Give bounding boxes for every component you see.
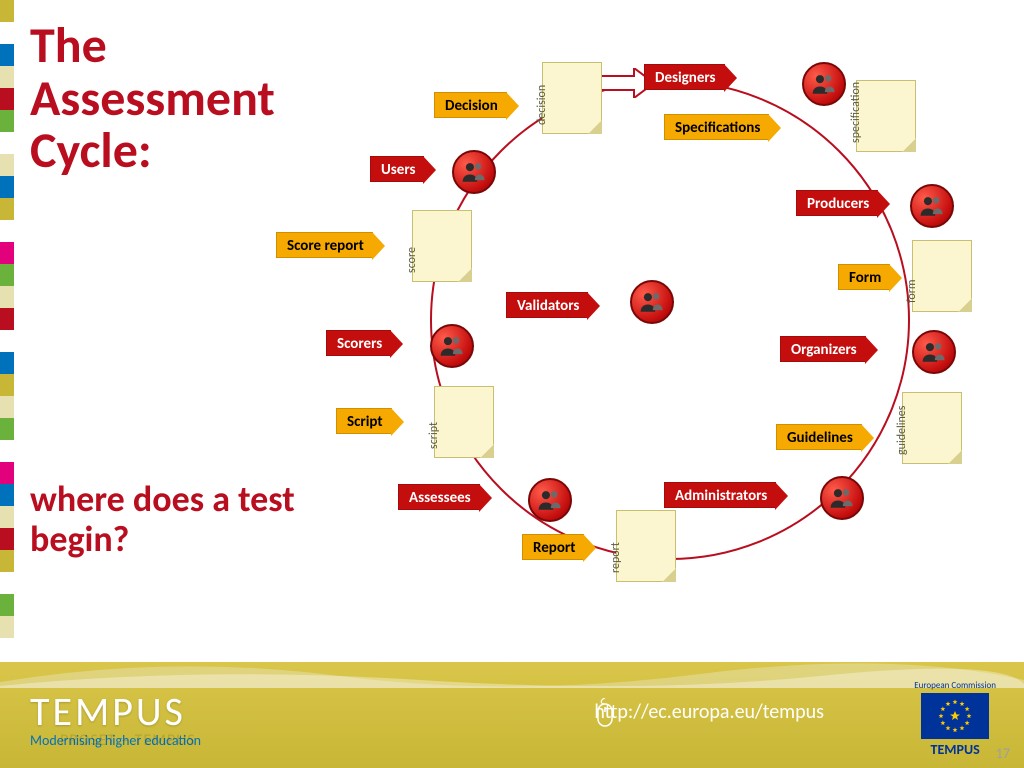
scorers-role-label: Scorers	[337, 335, 382, 353]
users-document: decision	[542, 62, 602, 134]
page-title: The Assessment Cycle:	[30, 20, 350, 178]
scorers-doc-tag: Score report	[276, 232, 373, 258]
organizers-role-tag: Organizers	[780, 336, 866, 362]
assessees-role-tag: Assessees	[398, 484, 480, 510]
producers-document-label: form	[905, 279, 919, 303]
strip-segment	[0, 286, 14, 308]
organizers-document-label: guidelines	[895, 406, 909, 455]
strip-segment	[0, 308, 14, 330]
users-role-icon	[452, 150, 496, 194]
strip-segment	[0, 44, 14, 66]
assessees-role-label: Assessees	[409, 489, 471, 507]
watermark: PROSET – TEMPUS	[60, 731, 196, 750]
designers-role-tag: Designers	[644, 64, 725, 90]
ec-bottom-label: TEMPUS	[914, 741, 996, 758]
page-number: 17	[996, 745, 1010, 762]
assessees-role-icon	[528, 478, 572, 522]
strip-segment	[0, 88, 14, 110]
strip-segment	[0, 176, 14, 198]
producers-document: form	[912, 240, 972, 312]
strip-segment	[0, 374, 14, 396]
users-role-tag: Users	[370, 156, 424, 182]
strip-segment	[0, 0, 14, 22]
slide: The Assessment Cycle: where does a test …	[0, 0, 1024, 768]
assessees-doc-tag: Script	[336, 408, 392, 434]
scorers-role-icon	[430, 324, 474, 368]
administrators-role-icon	[820, 476, 864, 520]
strip-segment	[0, 572, 14, 594]
footer-ec-block: European Commission TEMPUS	[914, 680, 996, 758]
strip-segment	[0, 462, 14, 484]
page-subtitle: where does a test begin?	[30, 480, 330, 559]
strip-segment	[0, 528, 14, 550]
strip-segment	[0, 396, 14, 418]
users-document-label: decision	[535, 85, 549, 125]
designers-doc-tag: Specifications	[664, 114, 769, 140]
footer-url: http://ec.europa.eu/tempus	[594, 700, 824, 724]
designers-document: specification	[856, 80, 916, 152]
organizers-document: guidelines	[902, 392, 962, 464]
strip-segment	[0, 132, 14, 154]
strip-segment	[0, 550, 14, 572]
strip-segment	[0, 484, 14, 506]
designers-role-icon	[802, 62, 846, 106]
producers-role-label: Producers	[807, 195, 869, 213]
strip-segment	[0, 352, 14, 374]
validators-label: Validators	[517, 297, 579, 315]
footer-wave	[0, 662, 1024, 688]
strip-segment	[0, 66, 14, 88]
administrators-document: report	[616, 510, 676, 582]
users-role-label: Users	[381, 161, 415, 179]
organizers-doc-tag-label: Guidelines	[787, 429, 853, 447]
strip-segment	[0, 616, 14, 638]
scorers-doc-tag-label: Score report	[287, 237, 364, 255]
footer-brand: TEMPUS	[30, 687, 201, 736]
validators-tag: Validators	[506, 292, 588, 318]
strip-segment	[0, 330, 14, 352]
administrators-document-label: report	[609, 542, 623, 573]
organizers-role-label: Organizers	[791, 341, 857, 359]
footer: TEMPUS Modernising higher education http…	[0, 662, 1024, 768]
ec-top-label: European Commission	[914, 680, 996, 691]
strip-segment	[0, 22, 14, 44]
administrators-role-tag: Administrators	[664, 482, 776, 508]
validators-role-icon	[630, 280, 674, 324]
scorers-role-tag: Scorers	[326, 330, 391, 356]
strip-segment	[0, 506, 14, 528]
designers-role-label: Designers	[655, 69, 716, 87]
producers-doc-tag-label: Form	[849, 269, 881, 287]
strip-segment	[0, 198, 14, 220]
assessees-document: script	[434, 386, 494, 458]
strip-segment	[0, 418, 14, 440]
organizers-doc-tag: Guidelines	[776, 424, 862, 450]
strip-segment	[0, 264, 14, 286]
users-doc-tag: Decision	[434, 92, 507, 118]
strip-segment	[0, 440, 14, 462]
producers-role-tag: Producers	[796, 190, 878, 216]
producers-doc-tag: Form	[838, 264, 890, 290]
assessees-document-label: script	[427, 422, 441, 449]
strip-segment	[0, 594, 14, 616]
left-color-strip	[0, 0, 14, 638]
users-doc-tag-label: Decision	[445, 97, 498, 115]
organizers-role-icon	[912, 330, 956, 374]
scorers-document: score	[412, 210, 472, 282]
designers-doc-tag-label: Specifications	[675, 119, 760, 137]
producers-role-icon	[910, 184, 954, 228]
designers-document-label: specification	[849, 82, 863, 143]
administrators-doc-tag-label: Report	[533, 539, 575, 557]
strip-segment	[0, 220, 14, 242]
assessees-doc-tag-label: Script	[347, 413, 383, 431]
administrators-role-label: Administrators	[675, 487, 767, 505]
strip-segment	[0, 154, 14, 176]
eu-flag-icon	[921, 693, 989, 739]
scorers-document-label: score	[405, 247, 419, 273]
administrators-doc-tag: Report	[522, 534, 584, 560]
strip-segment	[0, 242, 14, 264]
strip-segment	[0, 110, 14, 132]
